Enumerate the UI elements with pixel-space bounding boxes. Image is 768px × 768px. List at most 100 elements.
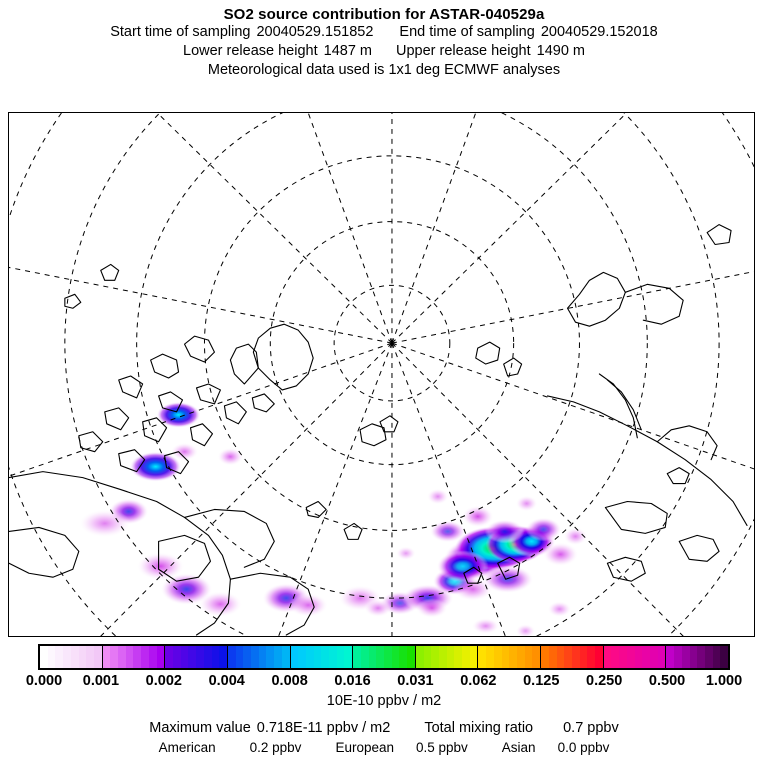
coastlines	[9, 224, 748, 636]
colorbar-step	[681, 646, 690, 668]
colorbar-step	[133, 646, 142, 668]
colorbar-container: 0.000 0.001 0.002 0.004 0.008 0.016 0.031 0.062…	[26, 644, 742, 689]
colorbar-step	[720, 646, 729, 668]
summary-row: Maximum value 0.718E-11 ppbv / m2 Total …	[0, 718, 768, 738]
colorbar-step	[587, 646, 596, 668]
colorbar-step	[548, 646, 557, 668]
colorbar-step	[469, 646, 478, 668]
colorbar-step	[102, 646, 111, 668]
colorbar-tick-label: 0.016	[334, 673, 371, 689]
colorbar-step	[70, 646, 79, 668]
colorbar-segment	[541, 646, 604, 668]
colorbar-tick-label: 1.000	[705, 673, 743, 689]
colorbar-step	[329, 646, 337, 668]
end-time-label: End time of sampling	[399, 24, 535, 40]
colorbar-step	[298, 646, 306, 668]
colorbar-tick-label: 0.031	[397, 673, 434, 689]
colorbar-step	[63, 646, 71, 668]
colorbar-step	[626, 646, 635, 668]
colorbar-tick-label: 0.062	[460, 673, 497, 689]
colorbar-tick-label: 0.001	[82, 673, 120, 689]
regional-contribution-row: American 0.2 ppbv European 0.5 ppbv Asia…	[0, 738, 768, 757]
colorbar-step	[344, 646, 353, 668]
colorbar-step	[431, 646, 439, 668]
colorbar-step	[266, 646, 275, 668]
colorbar-step	[321, 646, 330, 668]
colorbar-step	[196, 646, 204, 668]
colorbar-step	[634, 646, 643, 668]
colorbar-step	[384, 646, 392, 668]
colorbar-step	[541, 646, 549, 668]
lower-release-height-value: 1487 m	[323, 43, 372, 59]
colorbar-step	[501, 646, 510, 668]
colorbar-step	[125, 646, 134, 668]
colorbar-step	[78, 646, 87, 668]
american-value: 0.2 ppbv	[249, 740, 302, 755]
colorbar-tick-labels: 0.000 0.001 0.002 0.004 0.008 0.016 0.031 0.062…	[26, 672, 768, 692]
colorbar-step	[141, 646, 149, 668]
colorbar-step	[55, 646, 64, 668]
colorbar-segment	[102, 646, 166, 668]
colorbar-tick-label: 0.008	[271, 673, 308, 689]
lower-release-height-label: Lower release height	[183, 43, 318, 59]
map-canvas	[9, 113, 754, 636]
colorbar-segment	[415, 646, 479, 668]
colorbar-tick-label: 0.125	[523, 673, 560, 689]
colorbar-segment	[290, 646, 354, 668]
colorbar-step	[274, 646, 282, 668]
colorbar-step	[524, 646, 533, 668]
colorbar-step	[313, 646, 322, 668]
colorbar-step	[40, 646, 48, 668]
maximum-value: 0.718E-11 ppbv / m2	[256, 720, 391, 736]
colorbar-step	[360, 646, 369, 668]
colorbar-step	[376, 646, 385, 668]
colorbar-step	[235, 646, 244, 668]
colorbar-step	[258, 646, 267, 668]
meteorological-data-row: Meteorological data used is 1x1 deg ECMW…	[0, 61, 768, 80]
colorbar-segment	[227, 646, 291, 668]
colorbar-step	[657, 646, 666, 668]
colorbar-step	[148, 646, 157, 668]
colorbar-step	[454, 646, 463, 668]
colorbar-step	[203, 646, 212, 668]
colorbar-step	[251, 646, 259, 668]
colorbar-segment	[353, 646, 416, 668]
colorbar-unit-label: 10E-10 ppbv / m2	[326, 693, 442, 709]
colorbar-step	[353, 646, 361, 668]
maximum-value-label: Maximum value	[149, 720, 251, 736]
colorbar-step	[305, 646, 314, 668]
american-label: American	[158, 740, 216, 755]
colorbar-segment	[40, 646, 103, 668]
colorbar-step	[423, 646, 432, 668]
colorbar-step	[415, 646, 424, 668]
colorbar-step	[227, 646, 236, 668]
colorbar-step	[493, 646, 502, 668]
total-mixing-ratio-label: Total mixing ratio	[424, 720, 534, 736]
concentration-field	[78, 401, 588, 636]
colorbar-step	[110, 646, 119, 668]
colorbar-step	[368, 646, 377, 668]
colorbar-step	[156, 646, 165, 668]
colorbar-step	[93, 646, 102, 668]
graticule-meridians	[9, 113, 754, 636]
colorbar-step	[579, 646, 588, 668]
colorbar-step	[243, 646, 252, 668]
colorbar-step	[290, 646, 299, 668]
colorbar-step	[689, 646, 698, 668]
release-height-row: Lower release height 1487 m Upper releas…	[0, 42, 768, 61]
colorbar-step	[619, 646, 627, 668]
colorbar-step	[674, 646, 682, 668]
meteorological-data-label: Meteorological data used is 1x1 deg ECMW…	[207, 62, 561, 78]
colorbar-step	[571, 646, 580, 668]
asian-value: 0.0 ppbv	[557, 740, 610, 755]
upper-release-height-value: 1490 m	[536, 43, 585, 59]
colorbar-step	[603, 646, 612, 668]
figure-footer: Maximum value 0.718E-11 ppbv / m2 Total …	[0, 718, 768, 757]
colorbar-step	[478, 646, 487, 668]
sampling-time-row: Start time of sampling 20040529.151852 E…	[0, 23, 768, 42]
colorbar-step	[556, 646, 565, 668]
colorbar-step	[219, 646, 227, 668]
colorbar-step	[407, 646, 415, 668]
colorbar-step	[47, 646, 56, 668]
